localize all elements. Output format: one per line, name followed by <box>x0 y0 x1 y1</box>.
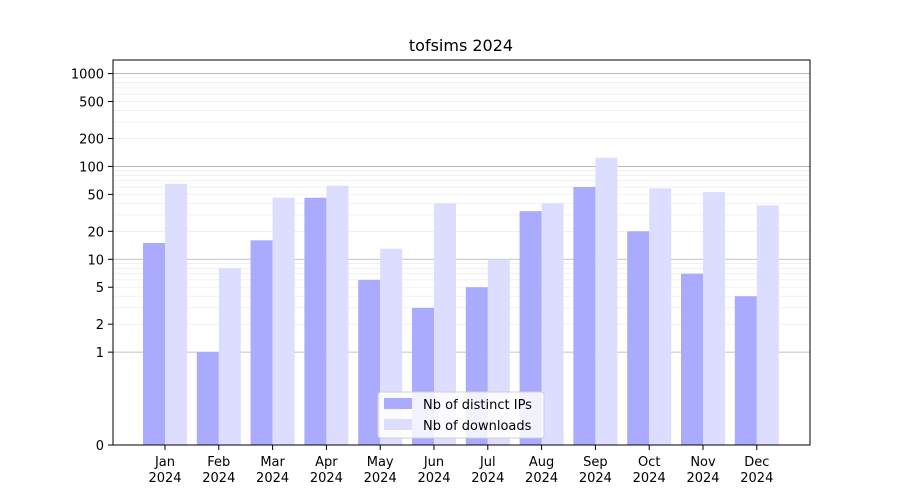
bar-downloads-aug <box>541 203 564 445</box>
y-tick-label: 5 <box>96 281 104 296</box>
bar-downloads-sep <box>595 157 618 446</box>
plot-area-frame <box>112 59 811 446</box>
x-tick-label-year: 2024 <box>148 471 181 486</box>
x-tick-label-year: 2024 <box>633 471 666 486</box>
x-tick-label-month: Jul <box>479 455 496 470</box>
bar-distinct-ips-apr <box>304 197 327 445</box>
x-tick-label-month: May <box>367 455 394 470</box>
x-tick-label-month: Jun <box>423 455 444 470</box>
y-tick-label: 20 <box>87 225 104 240</box>
bar-downloads-jan <box>165 183 187 446</box>
x-tick-label-month: Mar <box>260 455 285 470</box>
legend-swatch <box>384 398 412 409</box>
y-tick-label: 1000 <box>71 68 104 83</box>
legend-label: Nb of downloads <box>423 419 532 434</box>
bar-downloads-dec <box>756 205 779 445</box>
bar-distinct-ips-mar <box>250 240 273 445</box>
y-tick-label: 500 <box>79 96 104 111</box>
legend-label: Nb of distinct IPs <box>423 398 532 413</box>
x-tick-label-month: Aug <box>529 455 554 470</box>
bar-distinct-ips-may <box>358 279 381 445</box>
x-tick-label-year: 2024 <box>364 471 397 486</box>
bar-distinct-ips-nov <box>681 273 703 445</box>
x-tick-label-month: Dec <box>744 455 769 470</box>
y-tick-label: 100 <box>79 160 104 175</box>
bar-downloads-jun <box>434 203 456 445</box>
x-tick-label-month: Apr <box>315 455 338 470</box>
x-tick-label-year: 2024 <box>525 471 558 486</box>
bar-downloads-apr <box>326 185 349 445</box>
x-tick-label-year: 2024 <box>417 471 450 486</box>
x-tick-label-year: 2024 <box>740 471 773 486</box>
x-tick-label-year: 2024 <box>310 471 343 486</box>
chart-title: tofsims 2024 <box>409 36 513 55</box>
x-tick-label-month: Nov <box>690 455 716 470</box>
y-axis: 0 1 2 5 10 20 50 100 200 500 1000 <box>71 68 113 454</box>
legend-box <box>377 391 545 439</box>
bar-distinct-ips-sep <box>573 187 596 445</box>
x-tick-label-month: Feb <box>207 455 230 470</box>
x-axis: Jan2024Feb2024Mar2024Apr2024May2024Jun20… <box>148 445 773 486</box>
bar-downloads-nov <box>703 192 725 445</box>
x-tick-label-month: Oct <box>638 455 660 470</box>
bar-downloads-mar <box>272 197 295 445</box>
x-tick-label-month: Jan <box>154 455 175 470</box>
x-tick-label-year: 2024 <box>686 471 719 486</box>
y-tick-label: 1 <box>96 346 104 361</box>
y-tick-label: 2 <box>96 318 104 333</box>
bar-downloads-oct <box>649 188 672 445</box>
bar-distinct-ips-aug <box>519 211 542 445</box>
bar-downloads-feb <box>218 268 241 445</box>
bar-distinct-ips-dec <box>734 296 757 445</box>
y-tick-label: 10 <box>87 253 104 268</box>
y-tick-label: 50 <box>87 188 104 203</box>
legend-swatch <box>384 419 412 430</box>
x-tick-label-month: Sep <box>583 455 608 470</box>
x-tick-label-year: 2024 <box>579 471 612 486</box>
bar-distinct-ips-feb <box>196 352 219 445</box>
y-tick-label: 200 <box>79 132 104 147</box>
bar-distinct-ips-jan <box>143 242 165 445</box>
y-tick-label: 0 <box>96 439 104 454</box>
bar-distinct-ips-oct <box>627 231 650 445</box>
x-tick-label-year: 2024 <box>471 471 504 486</box>
x-tick-label-year: 2024 <box>256 471 289 486</box>
x-tick-label-year: 2024 <box>202 471 235 486</box>
legend: Nb of distinct IPs Nb of downloads <box>377 391 545 439</box>
